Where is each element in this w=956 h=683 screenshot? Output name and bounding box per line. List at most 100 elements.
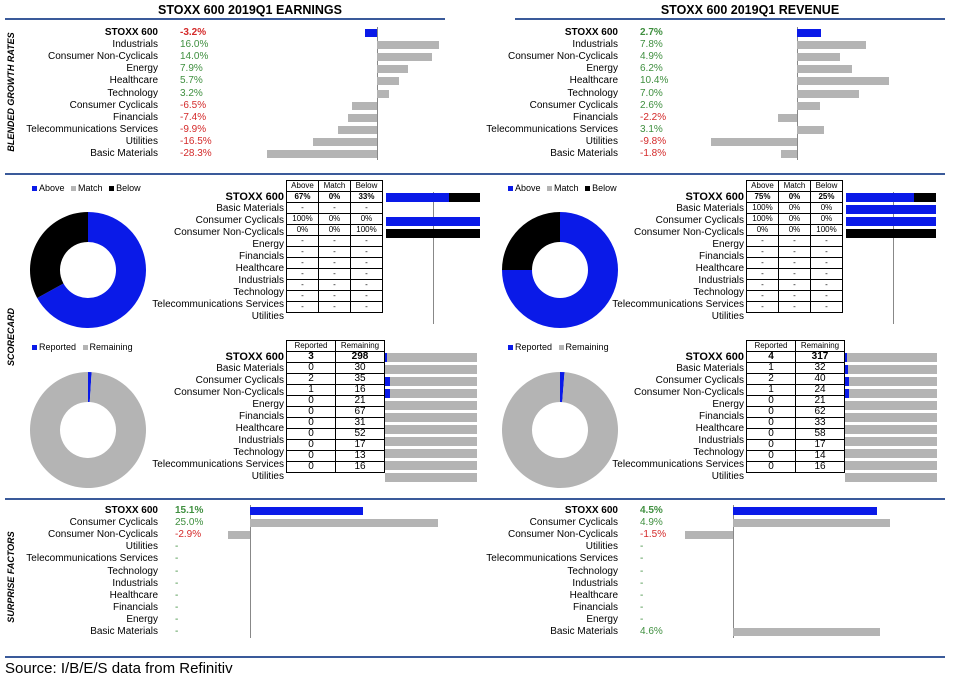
bar-above	[846, 217, 936, 226]
table-row: 0 16	[286, 461, 385, 473]
table-cell: -	[778, 301, 811, 313]
table-row: 100% 0% 0%	[746, 213, 843, 225]
table-row: 0 62	[746, 406, 845, 418]
table-cell: 0	[746, 428, 796, 440]
category-label: Consumer Cyclicals	[69, 99, 158, 111]
table-cell: -	[778, 257, 811, 269]
legend-below-swatch	[585, 186, 591, 192]
table-cell: 62	[795, 406, 845, 418]
value-label: 6.2%	[640, 63, 663, 75]
table-cell: 0%	[350, 213, 383, 225]
value-label: 2.6%	[640, 99, 663, 111]
table-cell: 0	[286, 450, 336, 462]
column-header: Match	[318, 180, 351, 192]
table-row: ---	[746, 235, 843, 247]
table-cell: -	[778, 246, 811, 258]
table-cell: 4	[746, 351, 796, 363]
zero-axis	[733, 505, 734, 639]
value-label: 14.0%	[180, 51, 209, 63]
category-label: Healthcare	[109, 75, 158, 87]
table-cell: 35	[335, 373, 385, 385]
data-bar	[797, 41, 866, 50]
category-label: Healthcare	[109, 589, 158, 601]
table-row: 75% 0% 25%	[746, 191, 843, 203]
table-row: 3 298	[286, 351, 385, 363]
table-cell: -	[746, 279, 779, 291]
table-cell: 31	[335, 417, 385, 429]
donut-slice-above	[502, 212, 618, 328]
data-bar	[377, 41, 440, 50]
data-bar	[733, 519, 890, 528]
value-label: -	[175, 565, 179, 577]
header-row: Reported Remaining	[286, 340, 385, 352]
value-label: -	[640, 565, 644, 577]
bar-remaining	[848, 389, 937, 398]
rule-scorecard-bottom	[5, 498, 945, 500]
table-cell: -	[350, 246, 383, 258]
table-row: ---	[286, 235, 383, 247]
value-label: -	[175, 553, 179, 565]
bar-reported	[845, 353, 847, 362]
value-label: 10.4%	[640, 75, 669, 87]
bar-remaining	[385, 461, 477, 470]
category-label: Basic Materials	[676, 363, 744, 374]
column-header: Match	[778, 180, 811, 192]
value-label: -	[640, 613, 644, 625]
category-label: Technology	[693, 447, 744, 458]
table-cell: -	[778, 235, 811, 247]
bar-remaining	[845, 461, 937, 470]
table-cell: 21	[795, 395, 845, 407]
table-row: ---	[746, 257, 843, 269]
column-header: Above	[746, 180, 779, 192]
category-label: Energy	[586, 63, 618, 75]
reported-donut	[29, 372, 146, 488]
table-row: 0 17	[286, 439, 385, 451]
table-cell: 100%	[350, 224, 383, 236]
value-label: -	[640, 553, 644, 565]
category-label: Consumer Non-Cyclicals	[633, 387, 744, 398]
bar-reported	[845, 389, 849, 398]
data-bar	[777, 113, 797, 122]
value-label: -1.5%	[640, 529, 667, 541]
value-label: -	[175, 613, 179, 625]
table-cell: 317	[795, 351, 845, 363]
legend-match: Match	[554, 183, 579, 193]
legend-above-swatch	[508, 186, 513, 192]
value-label: -	[640, 601, 644, 613]
value-label: -9.9%	[180, 123, 207, 135]
table-cell: 0%	[318, 213, 351, 225]
legend-below: Below	[592, 183, 617, 193]
table-row: ---	[746, 290, 843, 302]
table-cell: -	[286, 290, 319, 302]
bar-remaining	[846, 353, 937, 362]
bar-remaining	[385, 413, 477, 422]
table-cell: -	[286, 235, 319, 247]
bar-remaining	[385, 425, 477, 434]
category-label: Utilities	[711, 471, 744, 482]
table-cell: 0	[286, 362, 336, 374]
value-label: 16.0%	[180, 39, 209, 51]
category-label: Financials	[572, 111, 618, 123]
table-row: 0 33	[746, 417, 845, 429]
category-label: Basic Materials	[90, 626, 158, 637]
table-cell: 0%	[778, 224, 811, 236]
table-cell: 0	[286, 461, 336, 473]
value-label: 4.6%	[640, 626, 663, 637]
table-cell: 14	[795, 450, 845, 462]
data-bar	[797, 89, 859, 98]
bar-reported	[385, 353, 387, 362]
table-cell: -	[746, 301, 779, 313]
bar-axis	[893, 192, 894, 324]
value-label: 7.9%	[180, 63, 203, 75]
value-label: -	[175, 577, 179, 589]
table-cell: -	[810, 235, 843, 247]
data-bar	[377, 53, 432, 62]
category-label: Consumer Non-Cyclicals	[173, 227, 284, 238]
value-label: -	[175, 626, 179, 637]
table-cell: 67%	[286, 191, 319, 203]
category-label: Basic Materials	[90, 148, 158, 159]
table-row: 0 21	[746, 395, 845, 407]
legend-match-swatch	[71, 186, 77, 192]
bar-above	[846, 193, 914, 202]
table-cell: 58	[795, 428, 845, 440]
